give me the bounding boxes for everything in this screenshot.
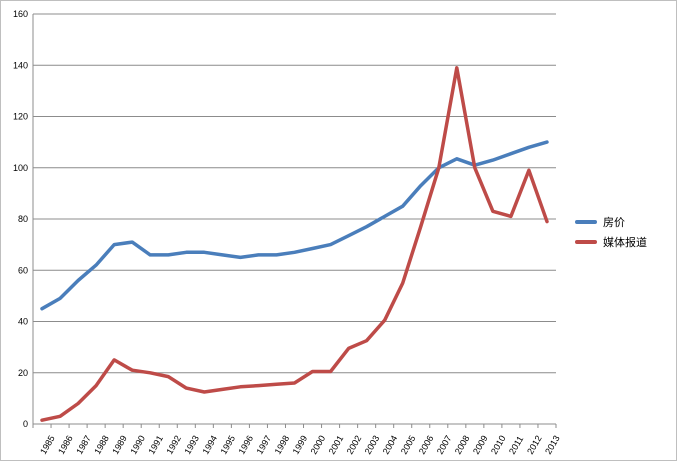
y-tick-label-40: 40	[18, 317, 28, 327]
legend-label-media-reports: 媒体报道	[603, 237, 647, 249]
series-line-house-price	[40, 140, 549, 311]
x-tick-label-2001: 2001	[327, 434, 346, 456]
x-tick-label-2004: 2004	[381, 434, 400, 456]
x-tick-label-1991: 1991	[146, 434, 165, 456]
x-tick-label-1985: 1985	[38, 434, 57, 456]
y-tick-label-60: 60	[18, 265, 28, 275]
x-tick-label-1999: 1999	[291, 434, 310, 456]
x-tick-label-1990: 1990	[128, 434, 147, 456]
x-tick-label-2007: 2007	[435, 434, 454, 456]
y-tick-label-80: 80	[18, 214, 28, 224]
x-tick-label-1989: 1989	[110, 434, 129, 456]
x-tick-label-1996: 1996	[236, 434, 255, 456]
y-tick-label-100: 100	[13, 163, 28, 173]
series-line-media-reports	[40, 66, 549, 422]
x-tick-label-2011: 2011	[507, 434, 525, 456]
x-tick-label-2000: 2000	[309, 434, 328, 456]
x-tick-label-1995: 1995	[218, 434, 237, 456]
x-tick-label-1993: 1993	[182, 434, 201, 456]
x-tick-label-2012: 2012	[525, 434, 544, 456]
x-tick-label-1994: 1994	[200, 434, 219, 456]
x-tick-label-2003: 2003	[363, 434, 382, 456]
x-tick-label-2010: 2010	[489, 434, 508, 456]
legend-item-house-price: 房价	[575, 212, 647, 232]
y-tick-label-20: 20	[18, 368, 28, 378]
x-tick-label-2008: 2008	[453, 434, 472, 456]
x-tick-label-1997: 1997	[255, 434, 274, 456]
x-tick-label-2005: 2005	[399, 434, 418, 456]
x-tick-label-2009: 2009	[471, 434, 490, 456]
legend-swatch-media-reports	[575, 240, 597, 244]
y-tick-label-160: 160	[13, 9, 28, 19]
x-tick-label-1992: 1992	[164, 434, 183, 456]
x-tick-label-2006: 2006	[417, 434, 436, 456]
legend-swatch-house-price	[575, 220, 597, 224]
x-tick-label-1986: 1986	[56, 434, 75, 456]
legend-item-media-reports: 媒体报道	[575, 232, 647, 252]
x-tick-label-2002: 2002	[345, 434, 364, 456]
y-tick-label-0: 0	[23, 419, 28, 429]
x-tick-label-1987: 1987	[74, 434, 93, 456]
x-tick-label-1988: 1988	[92, 434, 111, 456]
legend-label-house-price: 房价	[603, 217, 625, 229]
y-tick-label-120: 120	[13, 112, 28, 122]
y-tick-label-140: 140	[13, 60, 28, 70]
legend: 房价 媒体报道	[575, 212, 647, 252]
x-tick-label-1998: 1998	[273, 434, 292, 456]
x-tick-label-2013: 2013	[543, 434, 562, 456]
